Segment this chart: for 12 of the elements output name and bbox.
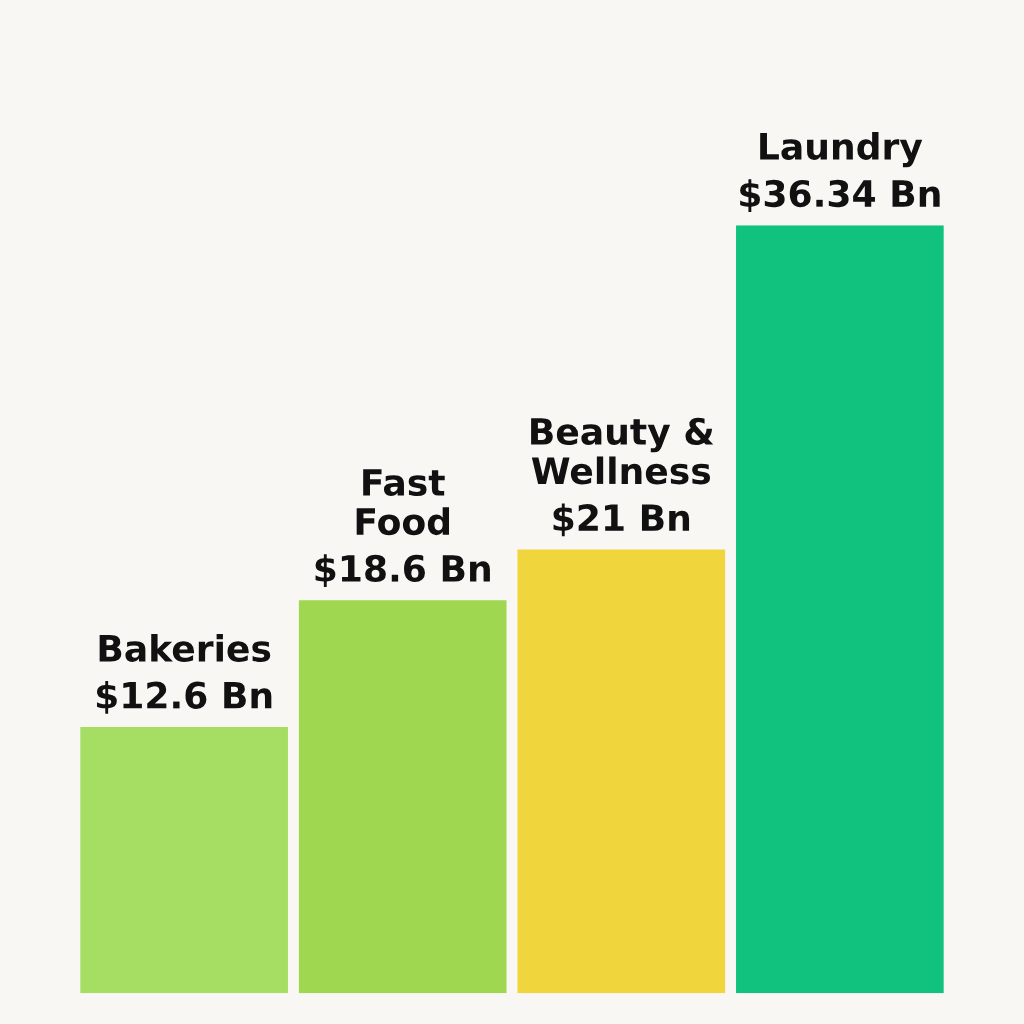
x-tick-label: Bakeries: [99, 633, 271, 662]
data-label: $36.34 Bn: [740, 179, 940, 212]
bar: [517, 549, 726, 994]
x-tick-label: Laundry: [760, 131, 923, 168]
data-label: $18.6 Bn: [315, 554, 490, 587]
bar: [80, 726, 288, 994]
x-tick-label: Beauty & Wellness: [531, 417, 714, 485]
data-label: $12.6 Bn: [96, 680, 272, 714]
bar: [298, 600, 507, 994]
bar: [736, 225, 944, 994]
data-label: $21 Bn: [553, 503, 690, 537]
x-tick-label: Fast Food: [356, 469, 450, 536]
